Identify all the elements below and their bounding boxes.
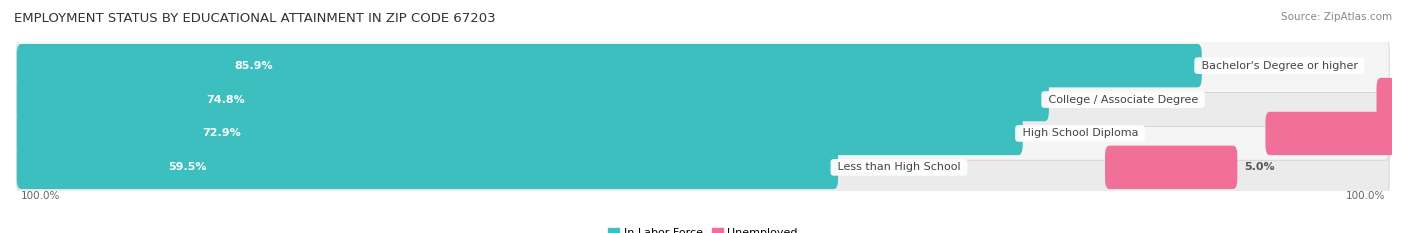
Text: High School Diploma: High School Diploma	[1018, 128, 1142, 138]
Text: EMPLOYMENT STATUS BY EDUCATIONAL ATTAINMENT IN ZIP CODE 67203: EMPLOYMENT STATUS BY EDUCATIONAL ATTAINM…	[14, 12, 496, 25]
FancyBboxPatch shape	[17, 73, 1389, 126]
FancyBboxPatch shape	[17, 112, 1022, 155]
FancyBboxPatch shape	[17, 44, 1202, 87]
Text: College / Associate Degree: College / Associate Degree	[1045, 95, 1202, 105]
FancyBboxPatch shape	[17, 140, 1389, 194]
Text: 100.0%: 100.0%	[1346, 191, 1385, 201]
Text: 100.0%: 100.0%	[21, 191, 60, 201]
Text: Less than High School: Less than High School	[834, 162, 965, 172]
FancyBboxPatch shape	[1265, 112, 1406, 155]
Text: Bachelor's Degree or higher: Bachelor's Degree or higher	[1198, 61, 1361, 71]
Text: 85.9%: 85.9%	[233, 61, 273, 71]
FancyBboxPatch shape	[17, 78, 1049, 121]
FancyBboxPatch shape	[17, 146, 838, 189]
FancyBboxPatch shape	[17, 39, 1389, 93]
FancyBboxPatch shape	[17, 107, 1389, 160]
FancyBboxPatch shape	[1376, 78, 1406, 121]
Text: 74.8%: 74.8%	[207, 95, 245, 105]
Legend: In Labor Force, Unemployed: In Labor Force, Unemployed	[603, 223, 803, 233]
Text: Source: ZipAtlas.com: Source: ZipAtlas.com	[1281, 12, 1392, 22]
Text: 5.0%: 5.0%	[1244, 162, 1275, 172]
FancyBboxPatch shape	[1105, 146, 1237, 189]
Text: 72.9%: 72.9%	[201, 128, 240, 138]
Text: 59.5%: 59.5%	[169, 162, 207, 172]
